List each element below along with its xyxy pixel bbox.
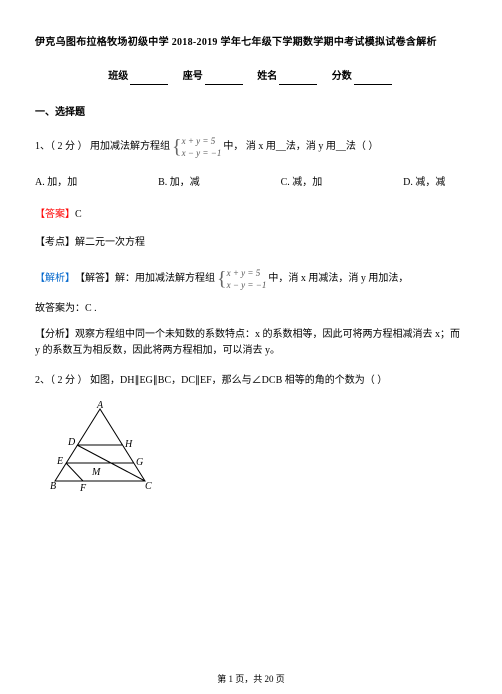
explain-suffix: 中，消 x 用减法，消 y 用加法， — [268, 271, 408, 287]
lbl-G: G — [136, 457, 143, 468]
lbl-F: F — [79, 483, 87, 493]
blank-seat[interactable] — [205, 73, 243, 85]
answer-value: C — [75, 209, 82, 220]
q1-eq-bot: x − y = −1 — [182, 147, 222, 159]
lbl-D: D — [67, 437, 76, 448]
lbl-M: M — [91, 467, 101, 478]
blank-score[interactable] — [354, 73, 392, 85]
jx-eq-bot: x − y = −1 — [227, 279, 267, 291]
label-class: 班级 — [108, 71, 128, 82]
page: 伊克乌图布拉格牧场初级中学 2018-2019 学年七年级下学期数学期中考试模拟… — [0, 0, 502, 519]
explain-line2: 故答案为：C . — [35, 301, 467, 317]
topic-value: 解二元一次方程 — [75, 237, 145, 248]
lbl-A: A — [96, 401, 104, 411]
exam-title: 伊克乌图布拉格牧场初级中学 2018-2019 学年七年级下学期数学期中考试模拟… — [35, 35, 467, 51]
q1-eq-top: x + y = 5 — [182, 135, 222, 147]
opt-c[interactable]: C. 减，加 — [281, 175, 323, 191]
q1-suffix: 中， 消 x 用__法，消 y 用__法（ ） — [223, 139, 378, 155]
label-score: 分数 — [332, 71, 352, 82]
topic-row: 【考点】解二元一次方程 — [35, 235, 467, 251]
opt-a[interactable]: A. 加，加 — [35, 175, 77, 191]
explain-row: 【解析】 【解答】解：用加减法解方程组 { x + y = 5 x − y = … — [35, 267, 467, 291]
lbl-H: H — [124, 439, 133, 450]
blank-class[interactable] — [130, 73, 168, 85]
q1-options: A. 加，加 B. 加，减 C. 减，加 D. 减，减 — [35, 175, 445, 191]
jx-eq-top: x + y = 5 — [227, 267, 267, 279]
answer-row: 【答案】C — [35, 207, 467, 223]
explain-label: 【解析】 — [35, 271, 75, 287]
opt-b[interactable]: B. 加，减 — [158, 175, 200, 191]
q1-system: { x + y = 5 x − y = −1 — [172, 135, 221, 159]
lbl-C: C — [145, 481, 152, 492]
student-info-row: 班级 座号 姓名 分数 — [35, 69, 467, 85]
label-name: 姓名 — [257, 71, 277, 82]
analysis: 【分析】观察方程组中同一个未知数的系数特点：x 的系数相等，因此可将两方程相减消… — [35, 327, 467, 359]
topic-label: 【考点】 — [35, 237, 75, 248]
answer-label: 【答案】 — [35, 209, 75, 220]
lbl-E: E — [56, 456, 63, 467]
section-heading: 一、选择题 — [35, 105, 467, 121]
brace-icon: { — [172, 140, 182, 154]
opt-d[interactable]: D. 减，减 — [403, 175, 445, 191]
brace-icon: { — [217, 272, 227, 286]
lbl-B: B — [50, 481, 56, 492]
page-footer: 第 1 页，共 20 页 — [0, 672, 502, 686]
blank-name[interactable] — [279, 73, 317, 85]
q1-prefix: 1、（ 2 分 ） 用加减法解方程组 — [35, 139, 170, 155]
question-2: 2、（ 2 分 ） 如图，DH∥EG∥BC，DC∥EF，那么与∠DCB 相等的角… — [35, 373, 467, 389]
explain-prefix: 【解答】解：用加减法解方程组 — [75, 271, 215, 287]
explain-system: { x + y = 5 x − y = −1 — [217, 267, 266, 291]
question-1: 1、（ 2 分 ） 用加减法解方程组 { x + y = 5 x − y = −… — [35, 135, 467, 159]
label-seat: 座号 — [183, 71, 203, 82]
triangle-figure: A D H E G M B F C — [45, 401, 155, 493]
